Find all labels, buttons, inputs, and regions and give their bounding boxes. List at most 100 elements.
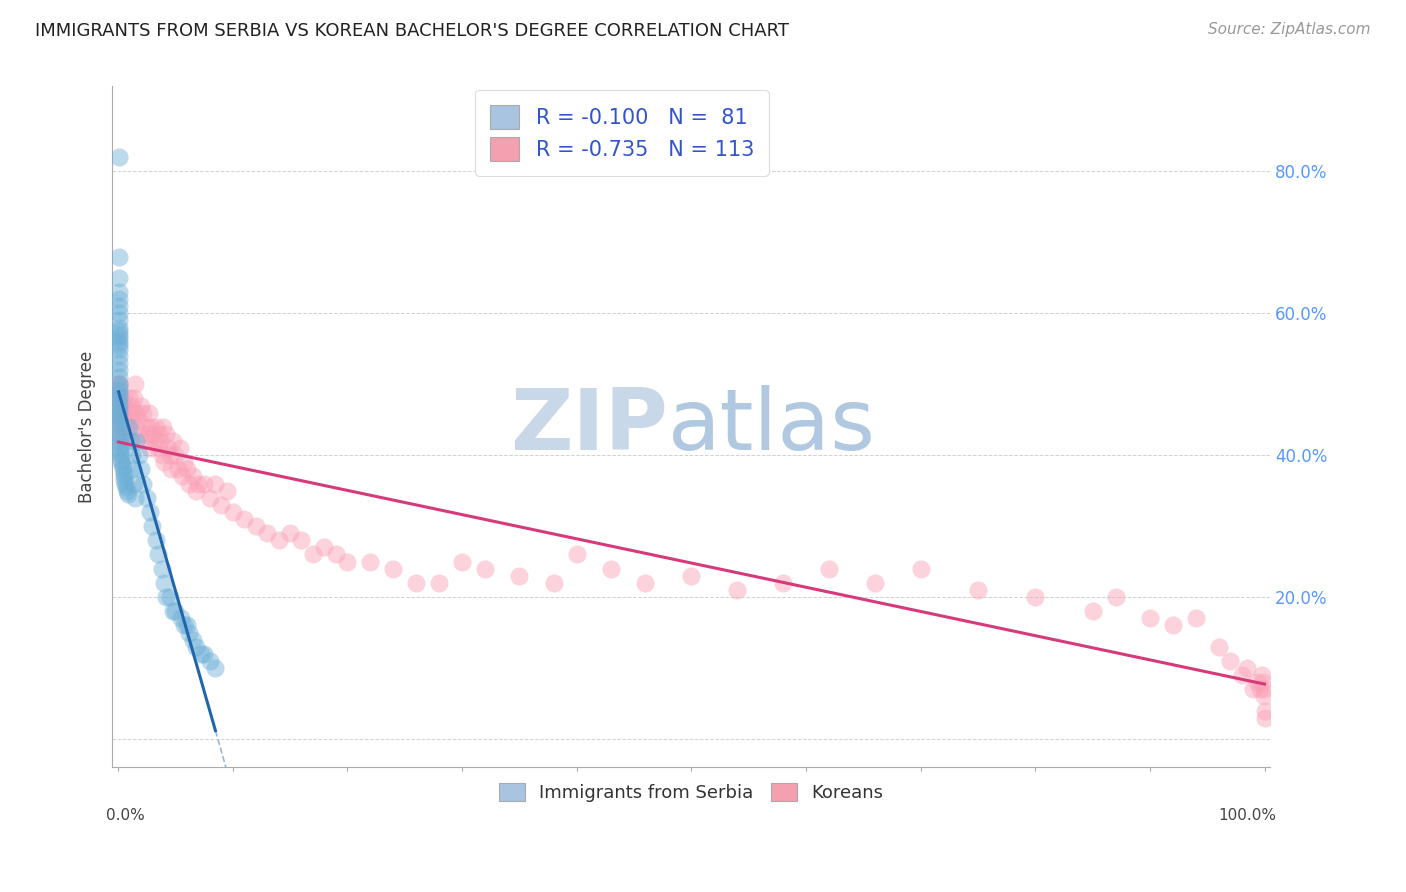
Point: [118, 392, 141, 406]
Point: [1219, 654, 1241, 668]
Point: [107, 271, 129, 285]
Point: [1161, 618, 1184, 632]
Point: [107, 250, 129, 264]
Point: [121, 448, 143, 462]
Point: [1253, 704, 1275, 718]
Point: [132, 476, 155, 491]
Point: [215, 483, 238, 498]
Point: [107, 395, 129, 409]
Point: [172, 469, 194, 483]
Point: [314, 541, 336, 555]
Point: [107, 338, 129, 352]
Point: [204, 661, 226, 675]
Point: [122, 476, 145, 491]
Point: [107, 299, 129, 313]
Point: [245, 519, 267, 533]
Point: [120, 434, 142, 448]
Point: [115, 480, 138, 494]
Text: ZIP: ZIP: [510, 385, 668, 468]
Point: [110, 444, 132, 458]
Point: [176, 462, 198, 476]
Point: [159, 448, 181, 462]
Point: [162, 434, 184, 448]
Point: [1139, 611, 1161, 625]
Point: [115, 406, 138, 420]
Point: [209, 498, 232, 512]
Point: [141, 426, 163, 441]
Point: [184, 483, 207, 498]
Point: [108, 392, 131, 406]
Point: [107, 150, 129, 164]
Point: [107, 349, 129, 363]
Text: Source: ZipAtlas.com: Source: ZipAtlas.com: [1208, 22, 1371, 37]
Point: [155, 426, 177, 441]
Point: [111, 462, 134, 476]
Point: [198, 491, 221, 505]
Point: [169, 441, 191, 455]
Point: [107, 320, 129, 334]
Point: [110, 392, 132, 406]
Point: [153, 455, 176, 469]
Point: [108, 413, 131, 427]
Point: [117, 426, 139, 441]
Point: [129, 462, 152, 476]
Point: [108, 417, 131, 431]
Point: [112, 392, 135, 406]
Point: [148, 426, 170, 441]
Point: [681, 568, 703, 582]
Point: [1253, 682, 1275, 697]
Point: [111, 406, 134, 420]
Point: [166, 462, 188, 476]
Point: [176, 618, 198, 632]
Point: [110, 451, 132, 466]
Point: [474, 562, 496, 576]
Point: [108, 434, 131, 448]
Point: [108, 399, 131, 413]
Point: [1251, 668, 1274, 682]
Point: [107, 388, 129, 402]
Point: [107, 381, 129, 395]
Point: [145, 533, 167, 548]
Point: [111, 458, 134, 473]
Point: [110, 419, 132, 434]
Point: [112, 466, 135, 480]
Point: [110, 406, 132, 420]
Point: [141, 419, 163, 434]
Point: [125, 419, 148, 434]
Point: [382, 562, 405, 576]
Point: [122, 406, 145, 420]
Point: [139, 441, 162, 455]
Point: [150, 448, 173, 462]
Point: [359, 555, 381, 569]
Point: [159, 590, 181, 604]
Point: [112, 419, 135, 434]
Point: [1253, 711, 1275, 725]
Point: [1185, 611, 1208, 625]
Point: [107, 377, 129, 392]
Point: [125, 434, 148, 448]
Point: [153, 575, 176, 590]
Point: [1081, 604, 1104, 618]
Point: [1241, 682, 1264, 697]
Point: [302, 548, 325, 562]
Point: [107, 356, 129, 370]
Point: [173, 455, 195, 469]
Point: [910, 562, 932, 576]
Point: [181, 469, 204, 483]
Point: [565, 548, 588, 562]
Point: [112, 469, 135, 483]
Point: [1246, 675, 1268, 690]
Point: [108, 419, 131, 434]
Text: atlas: atlas: [668, 385, 876, 468]
Point: [190, 647, 212, 661]
Text: 0.0%: 0.0%: [107, 808, 145, 823]
Point: [600, 562, 623, 576]
Point: [110, 448, 132, 462]
Point: [141, 519, 163, 533]
Point: [173, 618, 195, 632]
Point: [187, 476, 209, 491]
Point: [107, 292, 129, 306]
Point: [138, 406, 160, 420]
Point: [128, 413, 150, 427]
Point: [110, 455, 132, 469]
